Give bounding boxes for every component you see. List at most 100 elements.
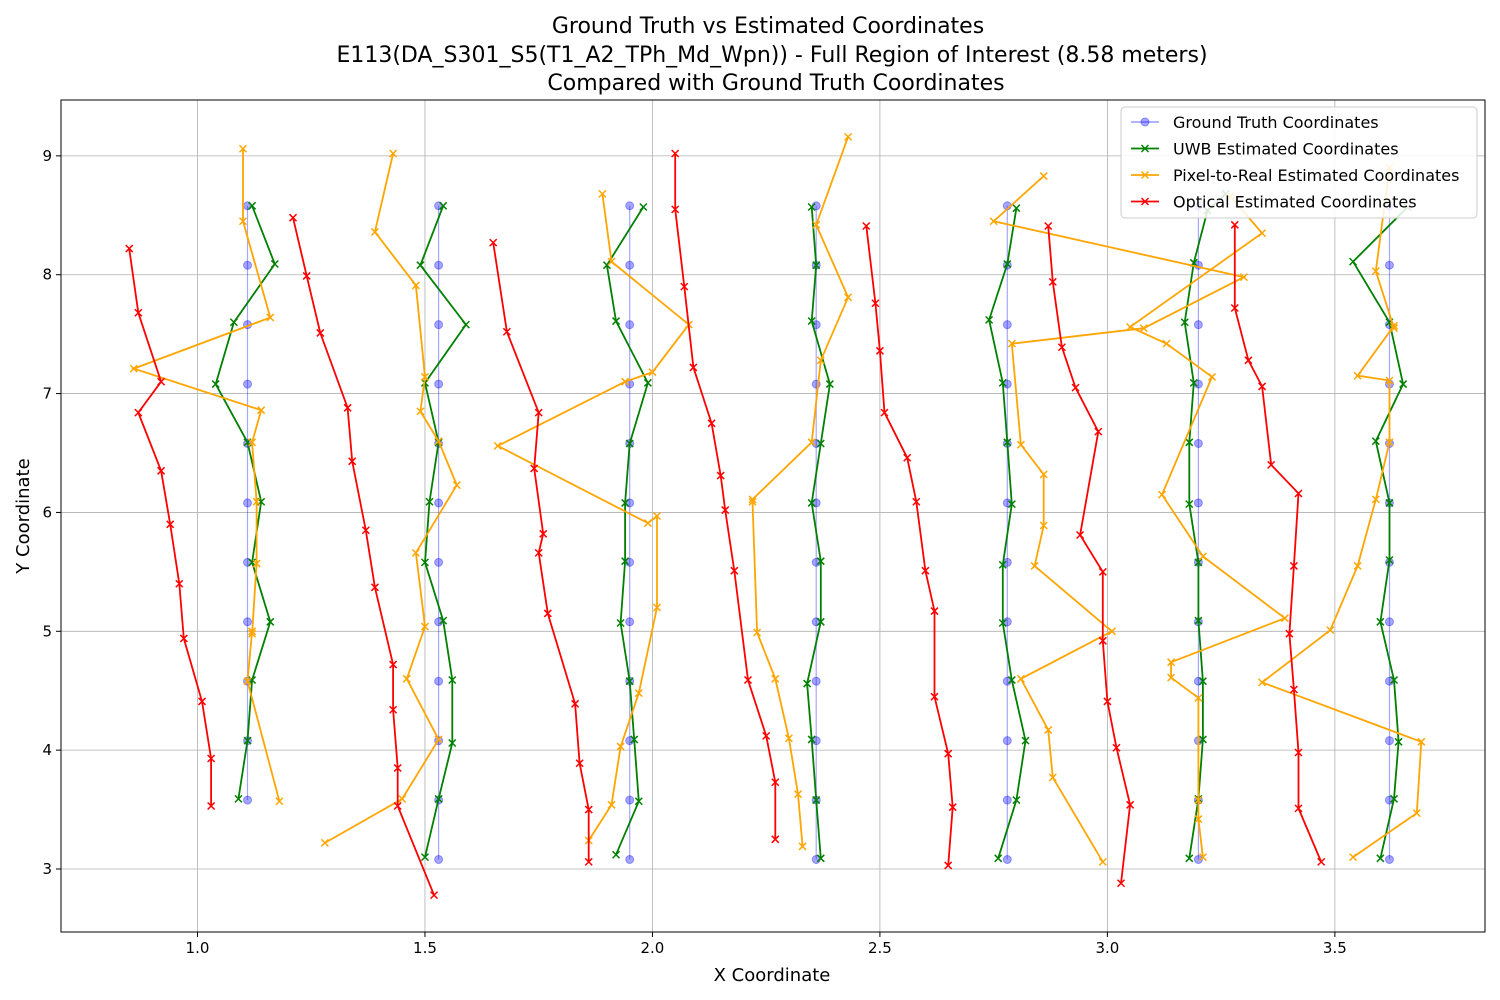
data-point — [912, 497, 921, 506]
data-point — [1353, 371, 1362, 380]
data-point — [1258, 678, 1267, 687]
data-point — [1016, 440, 1025, 449]
data-point — [625, 795, 635, 805]
data-point — [998, 560, 1007, 569]
data-point — [1384, 260, 1394, 270]
legend-label: UWB Estimated Coordinates — [1173, 140, 1399, 159]
data-point — [798, 842, 807, 851]
data-point — [621, 557, 630, 566]
data-point — [625, 320, 635, 330]
series-line — [806, 206, 831, 859]
data-point — [393, 763, 402, 773]
data-point — [434, 437, 443, 446]
data-point — [270, 259, 279, 269]
data-point — [1193, 854, 1203, 864]
data-point — [816, 854, 825, 863]
series-line — [1128, 195, 1287, 858]
data-point — [1007, 339, 1016, 348]
axis-ticks: 1.0 1.5 2.0 2.5 3.0 3.5 3 4 5 6 7 8 9 — [42, 147, 1346, 957]
data-point — [248, 675, 257, 685]
data-point — [1294, 489, 1303, 498]
data-point — [389, 660, 398, 669]
data-point — [1385, 555, 1394, 565]
series-line — [419, 205, 468, 858]
data-point — [243, 498, 253, 508]
data-point — [543, 609, 552, 618]
data-point — [816, 617, 825, 626]
series-line — [292, 217, 435, 896]
data-point — [1194, 815, 1203, 824]
data-point — [207, 801, 216, 811]
data-point — [1244, 356, 1253, 365]
data-point — [1193, 438, 1203, 448]
data-point — [598, 189, 607, 198]
data-point — [807, 202, 816, 212]
data-point — [1258, 382, 1267, 391]
data-point — [812, 220, 821, 229]
data-point — [1385, 438, 1394, 447]
data-point — [1039, 172, 1048, 181]
data-point — [416, 261, 425, 270]
data-point — [771, 778, 780, 787]
data-point — [134, 408, 143, 417]
data-point — [243, 677, 252, 686]
data-point — [1002, 854, 1012, 864]
data-point — [157, 377, 166, 386]
data-point — [625, 439, 634, 448]
data-point — [266, 617, 275, 626]
y-tick-label: 7 — [42, 385, 52, 403]
data-point — [420, 558, 429, 567]
data-point — [639, 202, 648, 212]
y-tick-label: 5 — [42, 622, 52, 640]
data-point — [1289, 685, 1298, 694]
data-point — [625, 201, 635, 211]
data-point — [1007, 675, 1016, 685]
series-optical-estimated-coordinates — [125, 149, 1326, 900]
chart-title-line-2: E113(DA_S301_S5(T1_A2_TPh_Md_Wpn)) - Ful… — [336, 43, 1207, 68]
data-point — [1349, 257, 1358, 266]
data-point — [1285, 629, 1294, 638]
data-point — [762, 731, 771, 740]
data-point — [998, 378, 1007, 387]
data-point — [1167, 658, 1176, 667]
data-point — [584, 805, 593, 814]
data-point — [1117, 879, 1126, 888]
legend-label: Optical Estimated Coordinates — [1173, 193, 1417, 212]
data-point — [1098, 857, 1107, 866]
data-point — [1180, 318, 1189, 327]
data-point — [493, 441, 502, 450]
data-point — [1071, 383, 1080, 392]
data-point — [452, 481, 461, 490]
data-point — [1230, 303, 1239, 313]
data-point — [1394, 737, 1403, 746]
data-point — [434, 735, 443, 744]
data-point — [1289, 561, 1298, 570]
data-point — [234, 794, 243, 803]
data-point — [1417, 737, 1426, 746]
data-point — [921, 566, 930, 575]
data-point — [1126, 322, 1135, 332]
data-point — [157, 466, 166, 475]
data-point — [1012, 204, 1021, 213]
data-point — [448, 675, 457, 685]
data-point — [1198, 735, 1207, 744]
data-point — [930, 607, 939, 616]
y-tick-label: 4 — [42, 741, 52, 759]
legend-marker — [1140, 117, 1150, 127]
data-point — [989, 217, 998, 226]
data-point — [1194, 693, 1203, 702]
series-line — [751, 136, 850, 847]
data-point — [1002, 736, 1012, 746]
data-point — [1376, 854, 1385, 863]
data-point — [243, 260, 253, 270]
data-point — [811, 676, 821, 686]
data-point — [671, 149, 680, 158]
x-tick-label: 1.5 — [413, 939, 437, 957]
data-point — [434, 320, 444, 330]
y-tick-label: 8 — [42, 266, 52, 284]
data-point — [461, 320, 470, 329]
data-point — [248, 627, 257, 636]
data-point — [1007, 500, 1016, 509]
data-point — [243, 379, 253, 389]
data-point — [1103, 697, 1112, 706]
